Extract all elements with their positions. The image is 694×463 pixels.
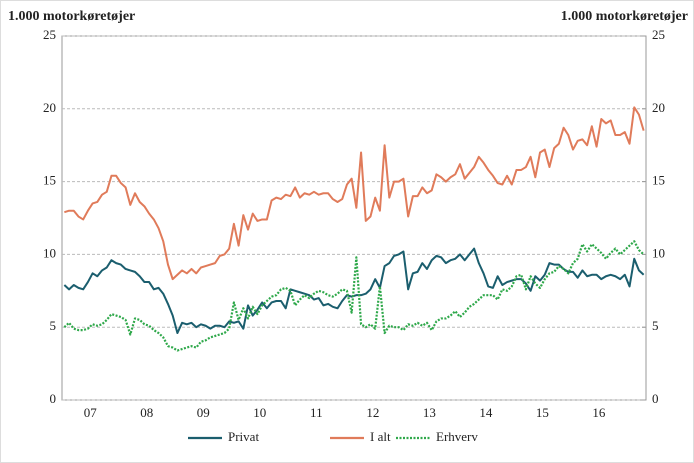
legend-label: Erhverv [436,429,478,444]
x-tick-label: 08 [140,405,153,420]
x-tick-label: 09 [197,405,210,420]
y-tick-label: 0 [50,391,57,406]
legend-label: Privat [228,429,259,444]
line-series [64,106,645,281]
y-tick-label: 20 [43,100,56,115]
y2-axis-title: 1.000 motorkøretøjer [561,9,688,24]
x-tick-label: 11 [310,405,323,420]
y-tick-label: 25 [43,27,56,42]
x-tick-label: 15 [536,405,549,420]
y2-tick-label: 10 [652,245,665,260]
x-tick-label: 14 [479,405,493,420]
legend-label: I alt [370,429,391,444]
x-tick-label: 16 [592,405,606,420]
x-tick-label: 13 [423,405,436,420]
y2-tick-label: 15 [652,173,665,188]
y2-tick-label: 5 [652,318,659,333]
y2-tick-label: 20 [652,100,665,115]
y-tick-label: 10 [43,245,56,260]
x-tick-label: 12 [366,405,379,420]
y-axis-title: 1.000 motorkøretøjer [8,9,135,24]
y2-tick-label: 25 [652,27,665,42]
y2-tick-label: 0 [652,391,659,406]
x-tick-label: 07 [84,405,98,420]
y-tick-label: 15 [43,173,56,188]
line-series [63,240,645,352]
y-tick-label: 5 [50,318,57,333]
x-tick-label: 10 [253,405,266,420]
